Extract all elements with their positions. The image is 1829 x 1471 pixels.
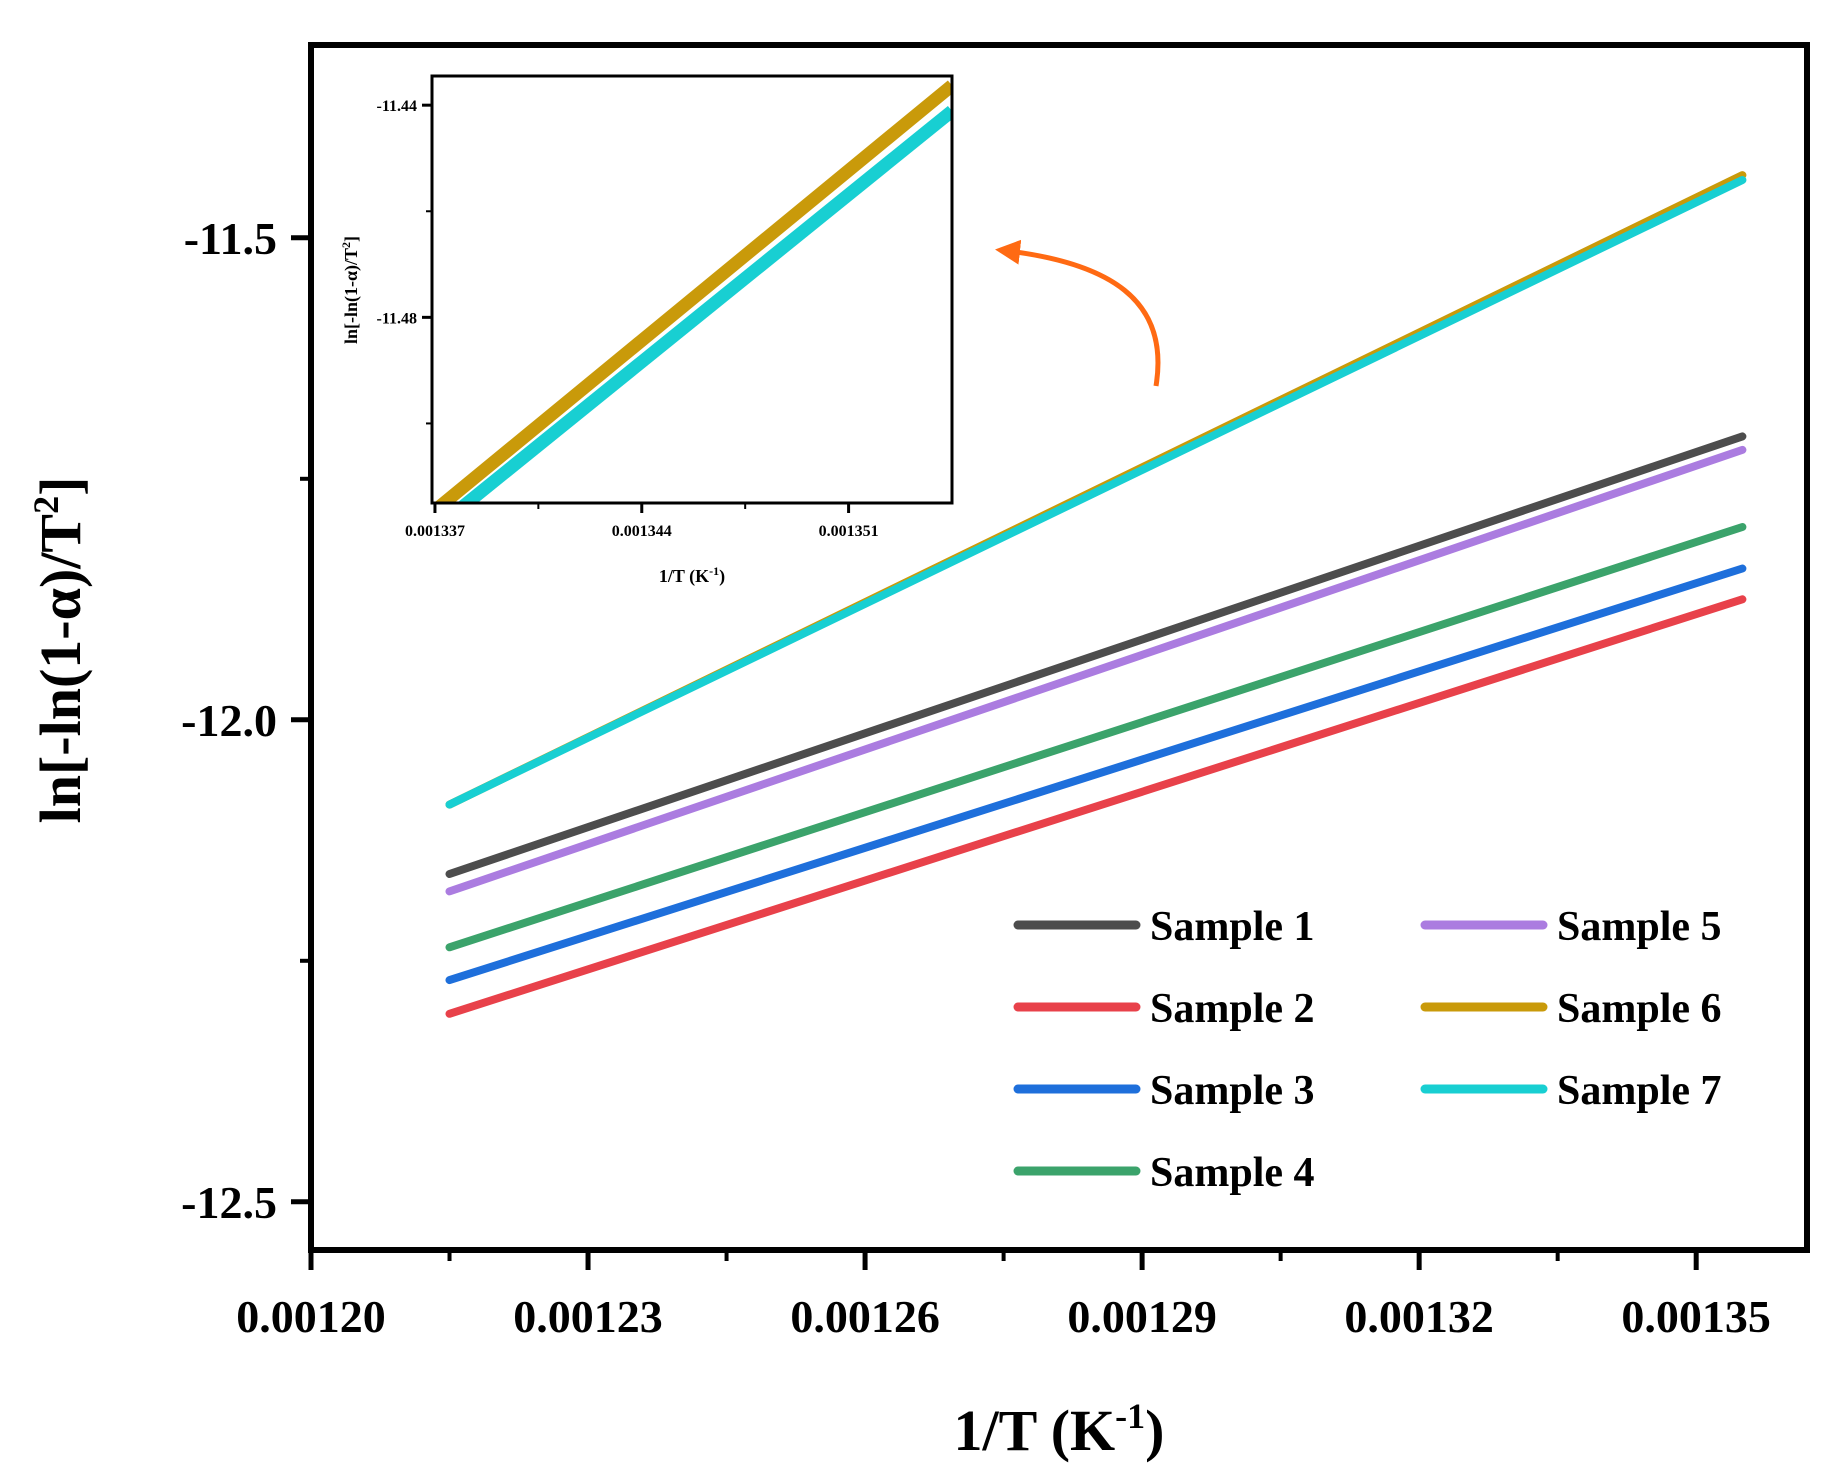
legend-item-sample-7: Sample 7 <box>1420 1068 1722 1114</box>
series-line-sample-7 <box>445 176 1747 809</box>
inset-plot: 0.001337 0.001344 0.001351 -11.48 -11.44 1/T… <box>339 74 954 587</box>
legend-label: Sample 3 <box>1150 1068 1315 1114</box>
inset-plot-frame <box>430 74 954 505</box>
y-tick-label: -12.0 <box>181 695 277 746</box>
legend-item-sample-4: Sample 4 <box>1013 1150 1315 1196</box>
series-line-sample-3 <box>445 564 1747 985</box>
x-tick-label: 0.00123 <box>513 1291 663 1342</box>
x-axis-title: 1/T (K-1) <box>953 1396 1164 1463</box>
legend-item-sample-6: Sample 6 <box>1420 986 1722 1032</box>
legend-item-sample-5: Sample 5 <box>1420 904 1722 950</box>
legend-label: Sample 5 <box>1557 904 1722 950</box>
inset-y-tick-label: -11.48 <box>377 310 417 327</box>
y-tick-label: -12.5 <box>181 1177 277 1228</box>
series-line-sample-4 <box>445 523 1747 952</box>
main-plot-frame <box>308 42 1810 1253</box>
legend-item-sample-1: Sample 1 <box>1013 904 1315 950</box>
inset-x-tick-label: 0.001337 <box>405 523 465 540</box>
series-line-sample-2 <box>445 595 1747 1018</box>
inset-ticks: 0.001337 0.001344 0.001351 -11.48 -11.44 <box>377 98 879 540</box>
series-line-sample-5 <box>445 445 1747 896</box>
legend-label: Sample 1 <box>1150 904 1315 950</box>
legend-label: Sample 2 <box>1150 986 1315 1032</box>
legend-item-sample-2: Sample 2 <box>1013 986 1315 1032</box>
inset-y-tick-label: -11.44 <box>377 98 417 115</box>
x-tick-label: 0.00132 <box>1344 1291 1494 1342</box>
main-series <box>445 171 1747 1018</box>
x-tick-label: 0.00120 <box>236 1291 386 1342</box>
inset-series <box>433 80 952 503</box>
inset-x-axis-title: 1/T (K-1) <box>659 564 725 587</box>
legend-item-sample-3: Sample 3 <box>1013 1068 1315 1114</box>
legend-label: Sample 6 <box>1557 986 1722 1032</box>
inset-x-tick-label: 0.001344 <box>612 523 672 540</box>
legend-label: Sample 7 <box>1557 1068 1722 1114</box>
main-tick-labels: 0.00120 0.00123 0.00126 0.00129 0.00132 0.001… <box>181 213 1771 1342</box>
x-tick-label: 0.00126 <box>790 1291 940 1342</box>
legend-label: Sample 4 <box>1150 1150 1315 1196</box>
inset-background <box>432 76 952 503</box>
y-tick-label: -11.5 <box>184 213 277 264</box>
inset-series-line-sample-6 <box>433 80 952 503</box>
legend: Sample 1 Sample 2 Sample 3 Sample 4 Sample 5… <box>1013 904 1722 1196</box>
main-plot: 0.00120 0.00123 0.00126 0.00129 0.00132 0.001… <box>26 42 1810 1463</box>
x-tick-label: 0.00129 <box>1067 1291 1217 1342</box>
inset-series-line-sample-7 <box>456 105 952 503</box>
y-axis-title: ln[-ln(1-α)/T2] <box>26 477 93 824</box>
annotation-arrow <box>995 239 1161 387</box>
x-tick-label: 0.00135 <box>1621 1291 1771 1342</box>
inset-x-tick-label: 0.001351 <box>819 523 879 540</box>
inset-y-axis-title: ln[-ln(1-α)/T2] <box>339 236 362 344</box>
series-line-sample-1 <box>445 432 1747 878</box>
